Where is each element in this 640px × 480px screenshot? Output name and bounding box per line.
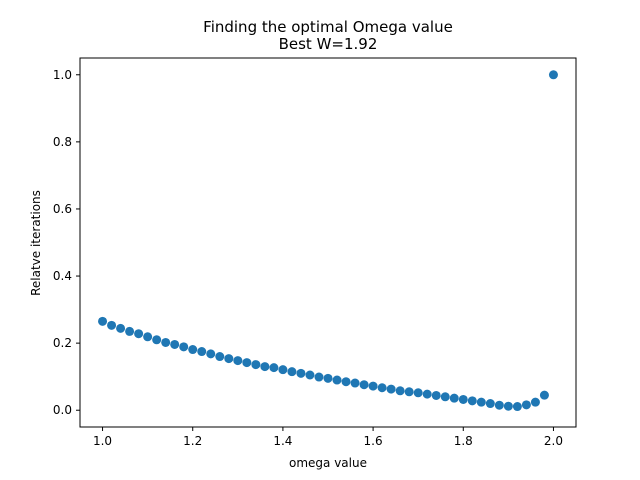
y-tick-label: 1.0 [53, 68, 72, 82]
y-tick-label: 0.2 [53, 336, 72, 350]
x-tick-label: 1.6 [364, 434, 383, 448]
data-point [143, 332, 153, 342]
data-point [224, 354, 234, 364]
data-point [314, 372, 324, 382]
data-point [197, 347, 207, 357]
data-point [548, 70, 558, 80]
data-point [413, 388, 423, 398]
data-point [206, 349, 216, 359]
y-tick-label: 0.8 [53, 135, 72, 149]
data-point [188, 345, 198, 355]
data-point [170, 339, 180, 349]
data-point [404, 387, 414, 397]
data-point [359, 380, 369, 390]
x-tick-label: 1.4 [273, 434, 292, 448]
x-axis-ticks: 1.0 1.2 1.4 1.6 1.8 2.0 [93, 427, 563, 448]
data-point [251, 360, 261, 370]
data-point [260, 362, 270, 372]
data-point [485, 399, 495, 409]
data-point [539, 390, 549, 400]
chart-title: Finding the optimal Omega value [203, 18, 453, 36]
data-point [152, 335, 162, 345]
plot-frame [79, 57, 577, 428]
data-point [278, 365, 288, 375]
data-point [233, 356, 243, 366]
data-point [179, 342, 189, 352]
data-point [242, 358, 252, 368]
data-point [98, 316, 108, 326]
data-point [107, 320, 117, 330]
data-points [98, 70, 558, 412]
x-tick-label: 2.0 [544, 434, 563, 448]
x-tick-label: 1.0 [93, 434, 112, 448]
data-point [287, 367, 297, 377]
data-point [512, 402, 522, 412]
data-point [305, 370, 315, 380]
data-point [386, 384, 396, 394]
data-point [521, 400, 531, 410]
y-axis-ticks: 0.0 0.2 0.4 0.6 0.8 1.0 [53, 68, 80, 417]
x-axis-label: omega value [289, 456, 367, 470]
data-point [269, 363, 279, 373]
y-tick-label: 0.4 [53, 269, 72, 283]
data-point [440, 392, 450, 402]
data-point [458, 394, 468, 404]
data-point [467, 396, 477, 406]
data-point [530, 397, 540, 407]
y-tick-label: 0.6 [53, 202, 72, 216]
data-point [215, 352, 225, 362]
data-point [368, 381, 378, 391]
data-point [116, 323, 126, 333]
data-point [296, 368, 306, 378]
data-point [377, 383, 387, 393]
y-axis-label: Relatve iterations [29, 190, 43, 296]
data-point [341, 377, 351, 387]
data-point [395, 386, 405, 396]
data-point [125, 326, 135, 336]
data-point [332, 375, 342, 385]
data-point [476, 397, 486, 407]
chart-subtitle: Best W=1.92 [279, 35, 378, 53]
data-point [350, 378, 360, 388]
data-point [134, 329, 144, 339]
data-point [503, 401, 513, 411]
y-tick-label: 0.0 [53, 403, 72, 417]
data-point [161, 337, 171, 347]
data-point [494, 400, 504, 410]
data-point [323, 373, 333, 383]
data-point [422, 389, 432, 399]
x-tick-label: 1.2 [183, 434, 202, 448]
data-point [449, 393, 459, 403]
data-point [431, 390, 441, 400]
x-tick-label: 1.8 [454, 434, 473, 448]
